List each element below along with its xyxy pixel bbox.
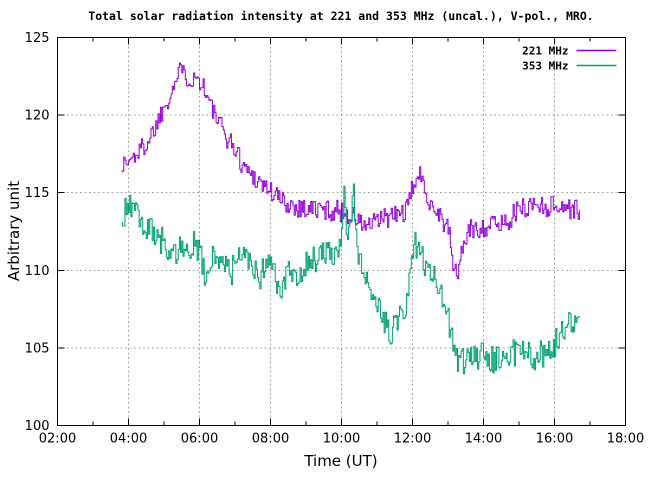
legend-item-353-mhz: 353 MHz — [522, 60, 617, 73]
plot-border — [57, 37, 626, 426]
x-tick-label: 18:00 — [607, 432, 644, 447]
y-tick-label: 100 — [25, 419, 50, 434]
legend-label: 221 MHz — [522, 45, 568, 58]
x-tick-label: 10:00 — [323, 432, 360, 447]
series-line-353-mhz — [121, 183, 580, 375]
y-tick-labels: 100 105 110 115 120 125 — [25, 31, 50, 434]
y-axis-title: Arbitrary unit — [5, 180, 23, 282]
x-tick-label: 06:00 — [181, 432, 218, 447]
chart-title: Total solar radiation intensity at 221 a… — [88, 9, 594, 23]
y-tick-label: 105 — [25, 341, 50, 356]
y-tick-label: 120 — [25, 109, 50, 124]
x-tick-label: 14:00 — [465, 432, 502, 447]
x-tick-label: 08:00 — [252, 432, 289, 447]
x-tick-label: 16:00 — [536, 432, 573, 447]
legend: 221 MHz 353 MHz — [522, 45, 617, 73]
tick-marks — [57, 37, 626, 426]
y-tick-label: 110 — [25, 264, 50, 279]
y-tick-label: 125 — [25, 31, 50, 46]
legend-item-221-mhz: 221 MHz — [522, 45, 617, 58]
x-tick-labels: 02:00 04:00 06:00 08:00 10:00 12:00 14:00 16:00… — [39, 432, 644, 447]
x-tick-label: 02:00 — [39, 432, 76, 447]
series-line-221-mhz — [121, 62, 580, 280]
y-tick-label: 115 — [25, 186, 50, 201]
x-tick-label: 04:00 — [110, 432, 147, 447]
legend-label: 353 MHz — [522, 60, 568, 73]
x-tick-label: 12:00 — [394, 432, 431, 447]
x-axis-title: Time (UT) — [304, 452, 378, 470]
